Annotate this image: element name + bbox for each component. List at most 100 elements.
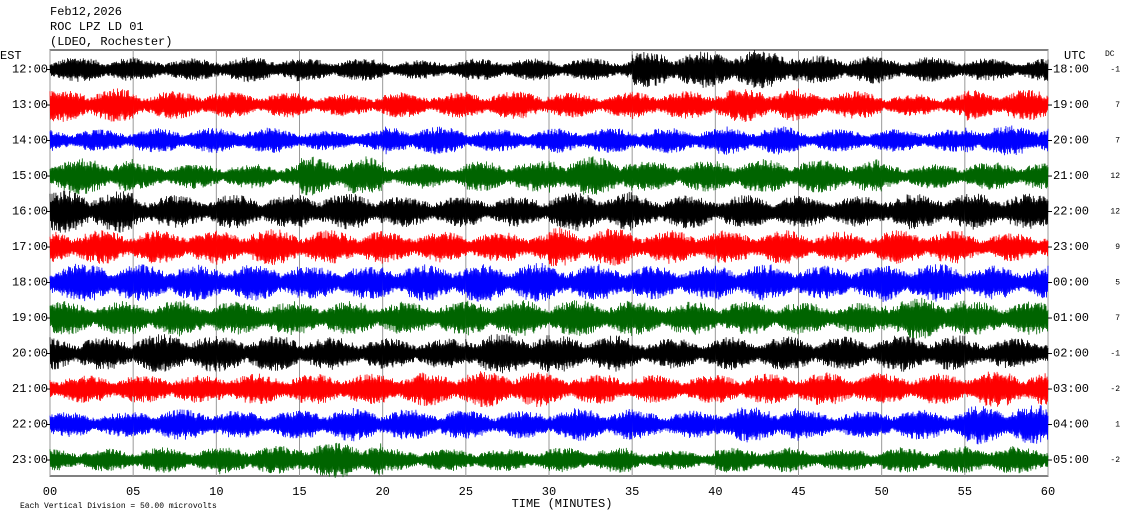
- seismic-trace: [215, 373, 300, 404]
- seismic-trace: [49, 301, 134, 335]
- x-tick-label: 40: [708, 485, 722, 499]
- right-time-label: 19:00: [1053, 98, 1089, 112]
- seismic-trace: [299, 93, 384, 117]
- seismic-trace: [548, 300, 633, 337]
- seismic-trace: [798, 159, 883, 193]
- seismic-trace: [964, 233, 1049, 262]
- right-time-label: 03:00: [1053, 382, 1089, 396]
- dc-value: 7: [1115, 137, 1120, 146]
- traces: [49, 50, 1049, 478]
- seismic-trace: [964, 265, 1049, 300]
- seismic-trace: [132, 334, 217, 373]
- title-line: Feb12,2026: [50, 5, 122, 19]
- seismic-trace: [382, 163, 467, 189]
- left-time-label: 13:00: [12, 98, 48, 112]
- right-time-label: 05:00: [1053, 453, 1089, 467]
- seismic-trace: [215, 336, 300, 372]
- left-time-label: 15:00: [12, 169, 48, 183]
- seismic-trace: [964, 446, 1049, 474]
- seismic-trace: [714, 301, 799, 335]
- seismic-trace: [465, 262, 550, 302]
- seismic-trace: [299, 193, 384, 230]
- seismic-trace: [714, 50, 799, 89]
- seismic-trace: [714, 159, 799, 192]
- dc-value: -2: [1110, 385, 1120, 394]
- seismic-trace: [132, 409, 217, 440]
- seismic-trace: [548, 191, 633, 232]
- seismic-trace: [798, 302, 883, 333]
- seismic-trace: [631, 375, 716, 403]
- seismic-trace: [631, 128, 716, 154]
- seismic-trace: [215, 57, 300, 83]
- x-tick-label: 45: [791, 485, 805, 499]
- dc-value: -1: [1110, 66, 1120, 75]
- seismic-trace: [382, 231, 467, 263]
- seismic-trace: [714, 195, 799, 228]
- seismic-trace: [964, 162, 1049, 190]
- x-tick-label: 50: [874, 485, 888, 499]
- seismic-trace: [964, 371, 1049, 407]
- seismic-trace: [714, 264, 799, 301]
- seismic-trace: [299, 230, 384, 264]
- seismic-trace: [964, 58, 1049, 81]
- left-time-label: 16:00: [12, 205, 48, 219]
- seismic-trace: [881, 409, 966, 440]
- seismic-trace: [964, 338, 1049, 369]
- seismic-trace: [798, 410, 883, 439]
- seismic-trace: [548, 374, 633, 404]
- seismic-trace: [465, 161, 550, 192]
- seismic-trace: [132, 447, 217, 473]
- seismic-trace: [631, 51, 716, 88]
- seismic-trace: [49, 337, 134, 370]
- seismic-trace: [964, 405, 1049, 445]
- seismic-trace: [548, 408, 633, 442]
- x-axis-label: TIME (MINUTES): [512, 497, 613, 511]
- right-time-label: 21:00: [1053, 169, 1089, 183]
- seismic-trace: [49, 158, 134, 195]
- dc-label: DC: [1105, 50, 1115, 59]
- seismic-trace: [548, 335, 633, 372]
- seismic-trace: [49, 448, 134, 472]
- seismic-trace: [299, 156, 384, 196]
- x-tick-label: 35: [625, 485, 639, 499]
- right-time-label: 04:00: [1053, 418, 1089, 432]
- seismic-trace: [881, 129, 966, 152]
- seismic-trace: [132, 58, 217, 81]
- seismic-trace: [49, 57, 134, 82]
- seismic-trace: [132, 375, 217, 403]
- seismic-trace: [132, 300, 217, 337]
- seismic-trace: [798, 372, 883, 406]
- seismic-trace: [132, 163, 217, 189]
- seismic-trace: [132, 127, 217, 153]
- seismic-trace: [798, 231, 883, 263]
- seismic-trace: [881, 194, 966, 230]
- left-time-label: 12:00: [12, 63, 48, 77]
- seismic-trace: [382, 372, 467, 406]
- right-time-label: 18:00: [1053, 63, 1089, 77]
- seismic-trace: [631, 410, 716, 439]
- right-time-label: 00:00: [1053, 276, 1089, 290]
- seismic-trace: [299, 407, 384, 442]
- seismic-trace: [881, 164, 966, 189]
- right-time-label: 02:00: [1053, 347, 1089, 361]
- seismic-trace: [299, 337, 384, 370]
- x-tick-label: 60: [1041, 485, 1055, 499]
- seismic-trace: [631, 338, 716, 369]
- seismic-trace: [215, 164, 300, 189]
- left-time-label: 20:00: [12, 347, 48, 361]
- seismic-trace: [964, 193, 1049, 230]
- seismic-trace: [382, 449, 467, 472]
- seismic-trace: [132, 230, 217, 264]
- right-time-label: 23:00: [1053, 240, 1089, 254]
- seismic-trace: [299, 301, 384, 335]
- seismic-trace: [465, 58, 550, 81]
- seismic-trace: [881, 264, 966, 303]
- seismic-trace: [964, 301, 1049, 335]
- seismic-trace: [382, 197, 467, 228]
- right-time-label: 01:00: [1053, 311, 1089, 325]
- left-time-label: 17:00: [12, 240, 48, 254]
- x-tick-label: 25: [459, 485, 473, 499]
- dc-value: 5: [1115, 279, 1120, 288]
- seismic-trace: [964, 125, 1049, 156]
- seismic-trace: [798, 265, 883, 300]
